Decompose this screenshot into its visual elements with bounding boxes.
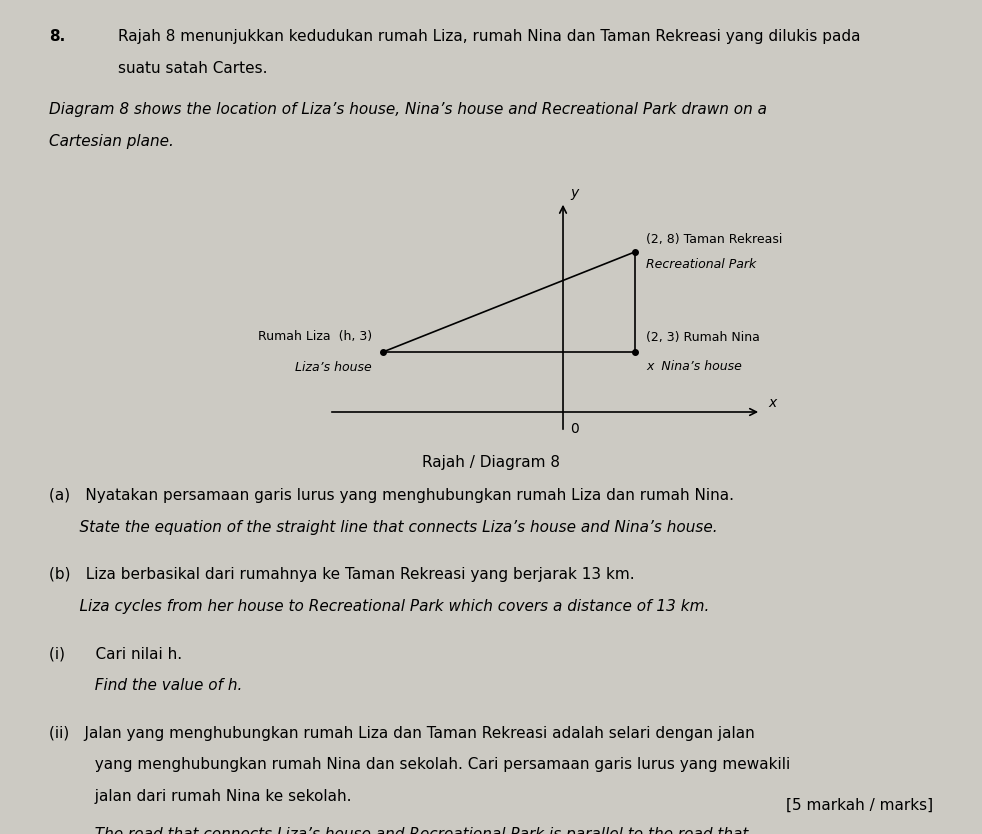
- Text: (a) Nyatakan persamaan garis lurus yang menghubungkan rumah Liza dan rumah Nina.: (a) Nyatakan persamaan garis lurus yang …: [49, 488, 735, 503]
- Text: Cartesian plane.: Cartesian plane.: [49, 133, 174, 148]
- Text: Rajah 8 menunjukkan kedudukan rumah Liza, rumah Nina dan Taman Rekreasi yang dil: Rajah 8 menunjukkan kedudukan rumah Liza…: [118, 29, 860, 44]
- Text: x: x: [768, 396, 777, 410]
- Text: (2, 3) Rumah Nina: (2, 3) Rumah Nina: [646, 331, 760, 344]
- Text: suatu satah Cartes.: suatu satah Cartes.: [118, 61, 267, 76]
- Text: (ii) Jalan yang menghubungkan rumah Liza dan Taman Rekreasi adalah selari dengan: (ii) Jalan yang menghubungkan rumah Liza…: [49, 726, 755, 741]
- Text: y: y: [571, 186, 578, 200]
- Text: Liza cycles from her house to Recreational Park which covers a distance of 13 km: Liza cycles from her house to Recreation…: [49, 599, 709, 614]
- Text: Find the value of h.: Find the value of h.: [49, 678, 243, 693]
- Text: (i)  Cari nilai h.: (i) Cari nilai h.: [49, 646, 183, 661]
- Text: jalan dari rumah Nina ke sekolah.: jalan dari rumah Nina ke sekolah.: [49, 789, 352, 804]
- Text: Recreational Park: Recreational Park: [646, 258, 756, 271]
- Text: 8.: 8.: [49, 29, 66, 44]
- Text: State the equation of the straight line that connects Liza’s house and Nina’s ho: State the equation of the straight line …: [49, 520, 718, 535]
- Text: Rajah / Diagram 8: Rajah / Diagram 8: [422, 455, 560, 470]
- Text: [5 markah / marks]: [5 markah / marks]: [786, 798, 933, 813]
- Text: Rumah Liza  (h, 3): Rumah Liza (h, 3): [258, 330, 372, 343]
- Text: (b) Liza berbasikal dari rumahnya ke Taman Rekreasi yang berjarak 13 km.: (b) Liza berbasikal dari rumahnya ke Tam…: [49, 567, 634, 582]
- Text: yang menghubungkan rumah Nina dan sekolah. Cari persamaan garis lurus yang mewak: yang menghubungkan rumah Nina dan sekola…: [49, 757, 791, 772]
- Text: Liza’s house: Liza’s house: [296, 361, 372, 374]
- Text: Diagram 8 shows the location of Liza’s house, Nina’s house and Recreational Park: Diagram 8 shows the location of Liza’s h…: [49, 102, 767, 117]
- Text: x  Nina’s house: x Nina’s house: [646, 360, 741, 373]
- Text: (2, 8) Taman Rekreasi: (2, 8) Taman Rekreasi: [646, 233, 783, 246]
- Text: The road that connects Liza’s house and Recreational Park is parallel to the roa: The road that connects Liza’s house and …: [49, 827, 748, 834]
- Text: 0: 0: [571, 422, 579, 436]
